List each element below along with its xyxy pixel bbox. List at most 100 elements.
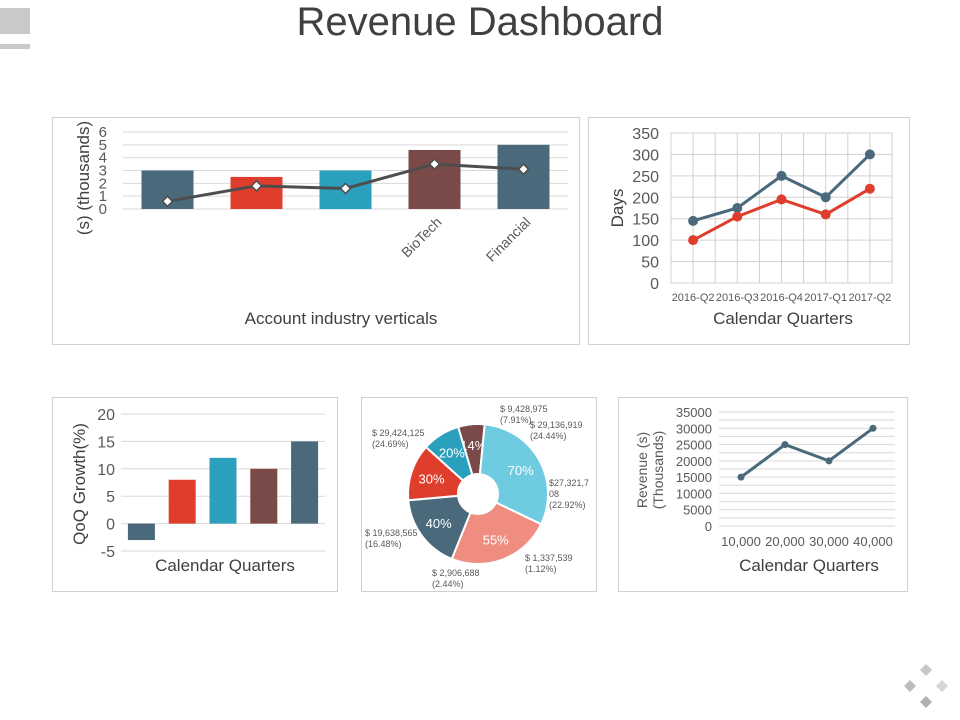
y-tick-label: 350 <box>632 126 659 143</box>
slice-callout: 08 <box>549 489 559 499</box>
chart-panel-industry: 0 1 2 3 4 5 6 BioTech Financial (s) (thousands) Ac… <box>52 117 580 345</box>
y-tick-label: 5 <box>99 137 107 154</box>
donut-slice <box>407 494 472 561</box>
qoq-bar-chart: -5 0 5 10 15 20 QoQ Growth(%) Calendar Quarters <box>70 407 325 575</box>
x-axis-title: Calendar Quarters <box>713 309 853 328</box>
y-tick-label: 15000 <box>676 470 712 485</box>
x-tick-label: 30,000 <box>809 534 849 549</box>
slice-callout: $ 19,638,565 <box>365 528 418 538</box>
slice-label: 40% <box>426 516 452 531</box>
y-tick-label: 10 <box>97 462 115 479</box>
slice-label: 30% <box>419 471 445 486</box>
x-tick-label: 2017-Q1 <box>804 292 847 304</box>
trend-marker <box>339 182 352 195</box>
series-marker <box>864 183 875 194</box>
navigation-arrows-icon[interactable] <box>902 662 950 710</box>
bar <box>209 457 237 524</box>
series-marker <box>732 203 743 213</box>
donut-slice <box>478 423 549 526</box>
slice-label: 14% <box>460 438 486 453</box>
revenue-donut-chart: 14%70%55%40%30%20%$ 9,428,975(7.91%)$ 29… <box>365 404 589 589</box>
y-axis-title: (Thousands) <box>650 431 666 510</box>
slice-callout: $ 29,424,125 <box>372 428 425 438</box>
x-tick-label: 40,000 <box>853 534 893 549</box>
trend-marker <box>517 163 530 176</box>
y-tick-label: 0 <box>650 276 659 293</box>
x-tick-label: 10,000 <box>721 534 761 549</box>
slice-callout: (2.44%) <box>432 579 464 589</box>
donut-slice <box>450 501 543 565</box>
trend-marker <box>250 179 263 192</box>
y-tick-label: 150 <box>632 212 659 229</box>
series-line <box>740 427 874 479</box>
trend-marker <box>428 158 441 171</box>
y-tick-label: 25000 <box>676 438 712 453</box>
y-tick-label: 6 <box>99 124 107 141</box>
bar <box>127 523 155 541</box>
y-axis-title: (s) (thousands) <box>74 121 93 235</box>
y-tick-label: 0 <box>705 519 712 534</box>
x-tick-label: BioTech <box>398 214 445 261</box>
y-tick-label: 30000 <box>676 421 712 436</box>
y-tick-label: 50 <box>641 255 659 272</box>
y-tick-label: 0 <box>106 517 115 534</box>
slice-callout: $ 29,136,919 <box>530 420 583 430</box>
series-marker <box>820 192 831 203</box>
x-tick-label: 2017-Q2 <box>848 292 891 304</box>
series-marker <box>776 194 787 205</box>
slice-callout: $ 1,337,539 <box>525 553 573 563</box>
y-tick-label: -5 <box>101 544 115 561</box>
slice-callout: $ 2,906,688 <box>432 568 480 578</box>
bar <box>291 441 319 524</box>
chart-panel-qoq: -5 0 5 10 15 20 QoQ Growth(%) Calendar Quarters <box>52 397 338 592</box>
y-tick-label: 1 <box>99 188 107 205</box>
y-tick-label: 3 <box>99 163 107 180</box>
trend-marker <box>161 195 174 208</box>
slice-callout: $ 9,428,975 <box>500 404 548 414</box>
y-tick-label: 4 <box>99 150 107 167</box>
bar <box>497 144 550 209</box>
series-marker <box>869 424 877 432</box>
series-marker <box>776 170 787 181</box>
x-tick-label: 2016-Q4 <box>760 292 803 304</box>
logo-block <box>0 8 30 34</box>
bar <box>250 468 278 524</box>
y-tick-label: 35000 <box>676 405 712 420</box>
series-marker <box>864 149 875 160</box>
y-tick-label: 5000 <box>683 503 712 518</box>
slice-callout: (22.92%) <box>549 500 586 510</box>
slice-label: 70% <box>508 463 534 478</box>
series-marker <box>820 209 831 220</box>
series-marker <box>688 215 699 226</box>
chart-panel-revenue: 0 5000 10000 15000 20000 25000 30000 35000 10,00… <box>618 397 908 592</box>
series-marker <box>825 457 833 465</box>
y-axis-title: QoQ Growth(%) <box>70 423 89 545</box>
y-tick-label: 0 <box>99 201 107 218</box>
slice-callout: (24.69%) <box>372 439 409 449</box>
y-axis-title: Days <box>608 189 627 228</box>
x-axis-title: Calendar Quarters <box>739 556 879 575</box>
slice-label: 20% <box>439 446 465 461</box>
x-axis-title: Calendar Quarters <box>155 556 295 575</box>
series-marker <box>688 235 699 246</box>
series-marker <box>781 441 789 449</box>
y-tick-label: 20000 <box>676 454 712 469</box>
y-axis-title: Revenue (s) <box>634 432 650 508</box>
y-tick-label: 250 <box>632 169 659 186</box>
slice-callout: (7.91%) <box>500 415 532 425</box>
y-tick-label: 300 <box>632 147 659 164</box>
slice-callout: (1.12%) <box>525 564 557 574</box>
logo-mark <box>0 8 30 49</box>
y-tick-label: 10000 <box>676 486 712 501</box>
y-tick-label: 2 <box>99 175 107 192</box>
x-axis-title: Account industry verticals <box>245 309 438 328</box>
series-marker <box>737 473 745 481</box>
chart-panel-days: 0 50 100 150 200 250 300 350 2016-Q2 2016-Q3 2016-… <box>588 117 910 345</box>
bar <box>168 479 196 524</box>
series-marker <box>732 211 743 222</box>
x-tick-label: 2016-Q3 <box>716 292 759 304</box>
donut-slice <box>424 425 474 483</box>
slice-label: 55% <box>483 533 509 548</box>
